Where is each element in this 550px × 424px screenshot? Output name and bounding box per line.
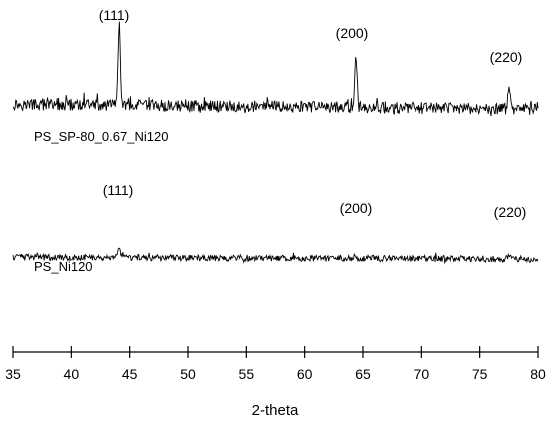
x-axis: 35 40 45 50 55 60 65 70 75 80 2-theta <box>5 346 546 419</box>
series-label-bottom: PS_Ni120 <box>34 259 93 274</box>
x-tick-label: 55 <box>239 366 255 382</box>
peak-label-top-200: (200) <box>336 25 369 41</box>
series-label-top: PS_SP-80_0.67_Ni120 <box>34 129 168 144</box>
peak-label-top-220: (220) <box>490 49 523 65</box>
x-tick-label: 50 <box>180 366 196 382</box>
peak-label-bottom-220: (220) <box>494 204 527 220</box>
peak-label-bottom-200: (200) <box>340 200 373 216</box>
plot-area: (111) (200) (220) (111) (200) (220) PS_S… <box>12 7 539 274</box>
spectrum-line-bottom <box>12 247 539 265</box>
peak-label-bottom-111: (111) <box>103 182 134 198</box>
x-tick-label: 40 <box>64 366 80 382</box>
peak-labels-group: (111) (200) (220) (111) (200) (220) <box>99 7 527 220</box>
x-tick-label: 75 <box>472 366 488 382</box>
x-tick-label: 35 <box>5 366 21 382</box>
x-tick-label: 80 <box>530 366 546 382</box>
x-tick-label: 45 <box>122 366 138 382</box>
spectrum-line-top <box>12 21 539 117</box>
x-tick-label: 65 <box>355 366 371 382</box>
x-tick-label: 70 <box>414 366 430 382</box>
spectra-group <box>12 21 539 265</box>
x-tick-label: 60 <box>297 366 313 382</box>
peak-label-top-111: (111) <box>99 7 130 23</box>
x-ticks-group: 35 40 45 50 55 60 65 70 75 80 <box>5 346 546 382</box>
x-axis-title: 2-theta <box>252 402 299 419</box>
